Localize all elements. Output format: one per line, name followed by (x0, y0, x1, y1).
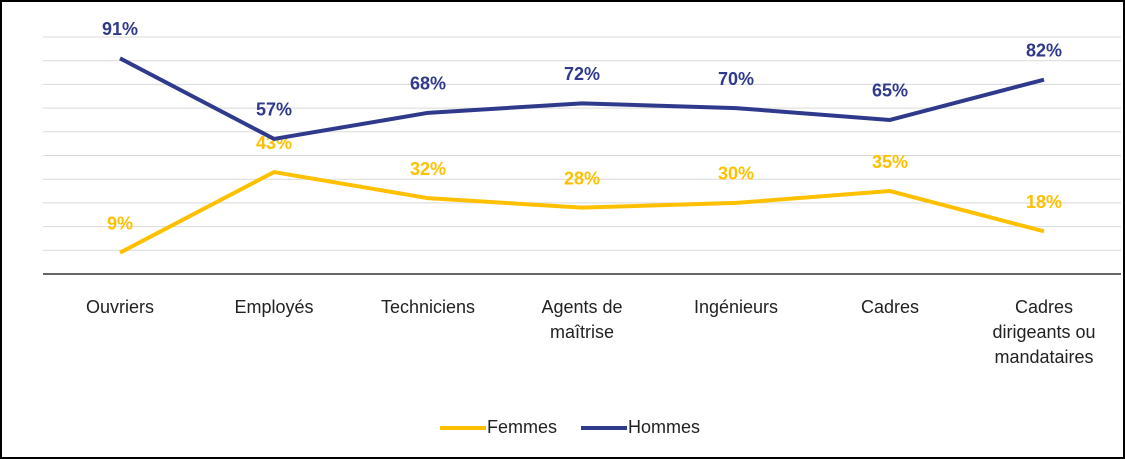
data-label: 82% (1026, 40, 1062, 60)
x-tick-label: Agents de maîtrise (541, 297, 622, 342)
data-label: 30% (718, 164, 754, 184)
x-tick-label: Ouvriers (86, 297, 154, 317)
series-line (119, 170, 1045, 255)
x-tick-label: Ingénieurs (694, 297, 778, 317)
data-label: 9% (107, 213, 133, 233)
data-label: 57% (256, 100, 292, 120)
x-tick-label: Techniciens (381, 297, 475, 317)
x-tick-label: Cadres dirigeants ou mandataires (992, 297, 1095, 367)
series-line (119, 56, 1045, 141)
data-label: 28% (564, 168, 600, 188)
legend-label: Hommes (628, 417, 700, 437)
data-label: 72% (564, 64, 600, 84)
data-label: 65% (872, 81, 908, 101)
x-tick-label: Employés (234, 297, 313, 317)
x-tick-label: Cadres (861, 297, 919, 317)
data-label: 68% (410, 74, 446, 94)
data-label: 32% (410, 159, 446, 179)
legend-label: Femmes (487, 417, 557, 437)
data-label: 70% (718, 69, 754, 89)
data-label: 35% (872, 152, 908, 172)
data-label: 18% (1026, 192, 1062, 212)
data-label: 91% (102, 19, 138, 39)
